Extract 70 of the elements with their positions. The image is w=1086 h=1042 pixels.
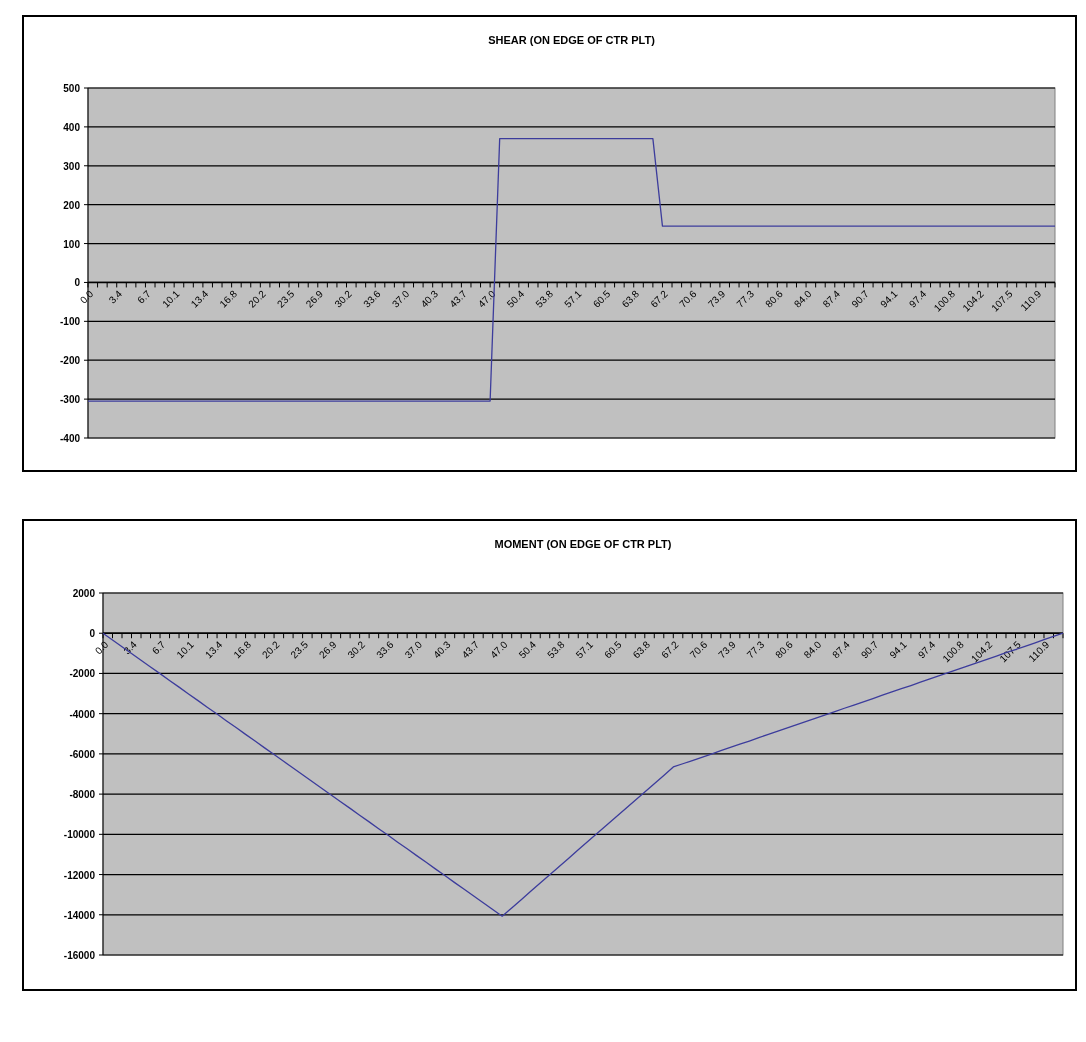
x-tick-label: 84.0 xyxy=(801,638,824,661)
x-tick-label: 77.3 xyxy=(744,638,767,661)
y-tick-label: -16000 xyxy=(63,950,96,961)
x-tick-label: 10.1 xyxy=(160,287,182,310)
y-tick-label: 100 xyxy=(63,238,81,250)
x-tick-label: 87.4 xyxy=(830,638,853,661)
x-tick-label: 90.7 xyxy=(858,638,881,661)
y-tick-label: 500 xyxy=(63,83,81,94)
x-tick-label: 73.9 xyxy=(705,287,728,310)
y-tick-label: -100 xyxy=(59,316,81,328)
x-tick-label: 37.0 xyxy=(402,638,425,661)
x-tick-label: 33.6 xyxy=(374,638,396,661)
x-tick-label: 33.6 xyxy=(361,287,383,310)
y-tick-label: 0 xyxy=(89,628,96,640)
x-tick-label: 94.1 xyxy=(887,638,910,661)
y-tick-label: -4000 xyxy=(69,708,96,720)
x-tick-label: 20.2 xyxy=(246,287,269,310)
x-tick-label: 87.4 xyxy=(820,287,843,310)
x-tick-label: 70.6 xyxy=(687,638,710,661)
x-tick-label: 53.8 xyxy=(545,638,567,661)
y-tick-label: -8000 xyxy=(69,789,96,801)
x-tick-label: 10.1 xyxy=(174,638,197,661)
x-tick-label: 47.0 xyxy=(475,287,498,310)
y-tick-label: 300 xyxy=(63,160,81,172)
y-tick-label: -10000 xyxy=(63,829,96,841)
y-tick-label: -200 xyxy=(59,355,81,367)
y-tick-label: -14000 xyxy=(63,909,96,921)
y-tick-label: 400 xyxy=(63,121,81,133)
y-tick-label: 2000 xyxy=(72,588,96,599)
x-tick-label: 80.6 xyxy=(763,287,786,310)
x-tick-label: 0.0 xyxy=(77,287,96,306)
x-tick-label: 43.7 xyxy=(459,638,482,661)
x-tick-label: 67.2 xyxy=(659,638,682,661)
x-tick-label: 30.2 xyxy=(345,638,368,661)
x-tick-label: 70.6 xyxy=(677,287,699,310)
x-tick-label: 47.0 xyxy=(488,638,510,661)
x-tick-label: 43.7 xyxy=(447,287,470,310)
x-tick-label: 63.8 xyxy=(619,287,642,310)
x-tick-label: 6.7 xyxy=(149,638,168,657)
x-tick-label: 60.5 xyxy=(602,638,624,661)
x-tick-label: 73.9 xyxy=(716,638,739,661)
x-tick-label: 77.3 xyxy=(734,287,757,310)
x-tick-label: 94.1 xyxy=(878,287,900,310)
y-tick-label: -6000 xyxy=(69,748,96,760)
y-tick-label: -12000 xyxy=(63,869,96,881)
x-tick-label: 3.4 xyxy=(121,638,140,657)
x-tick-label: 67.2 xyxy=(648,287,671,310)
x-tick-label: 0.0 xyxy=(92,638,111,657)
x-tick-label: 57.1 xyxy=(562,287,585,310)
x-tick-label: 57.1 xyxy=(573,638,596,661)
y-tick-label: 0 xyxy=(74,277,81,289)
y-tick-label: -300 xyxy=(59,394,81,406)
x-tick-label: 30.2 xyxy=(332,287,355,310)
y-tick-label: -400 xyxy=(59,433,81,444)
x-tick-label: 26.9 xyxy=(303,287,326,310)
x-tick-label: 60.5 xyxy=(590,287,613,310)
x-tick-label: 3.4 xyxy=(106,287,125,306)
x-tick-label: 80.6 xyxy=(773,638,796,661)
x-tick-label: 40.3 xyxy=(431,638,453,661)
x-tick-label: 97.4 xyxy=(915,638,938,661)
chart-title: SHEAR (ON EDGE OF CTR PLT) xyxy=(488,34,656,46)
x-tick-label: 37.0 xyxy=(389,287,412,310)
x-tick-label: 6.7 xyxy=(135,287,154,306)
chart-title: MOMENT (ON EDGE OF CTR PLT) xyxy=(494,538,672,550)
y-tick-label: -2000 xyxy=(69,668,96,680)
x-tick-label: 50.4 xyxy=(516,638,539,661)
y-tick-label: 200 xyxy=(63,199,81,211)
x-tick-label: 84.0 xyxy=(791,287,814,310)
x-tick-label: 40.3 xyxy=(418,287,441,310)
x-tick-label: 63.8 xyxy=(630,638,653,661)
